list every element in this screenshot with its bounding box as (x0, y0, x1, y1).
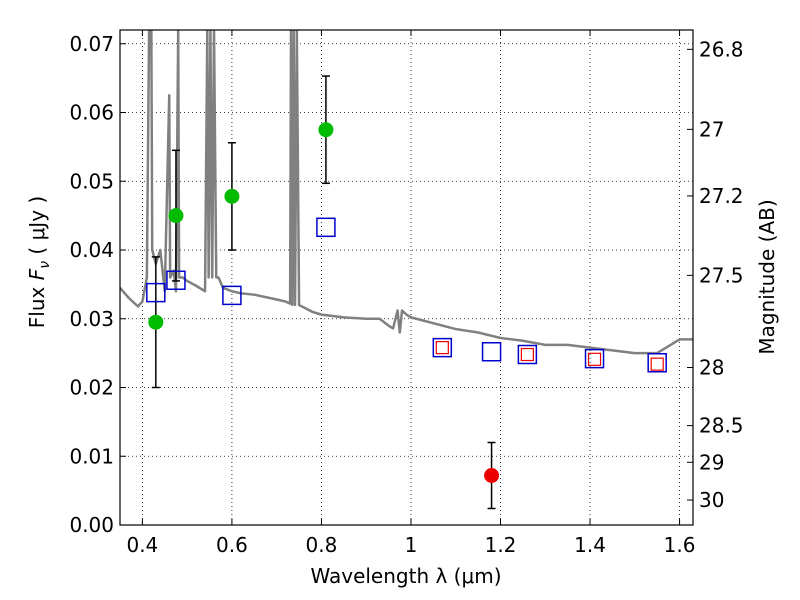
y-axis-title-subscript: ν (37, 261, 53, 269)
x-tick-label: 0.6 (216, 533, 248, 557)
series-2 (484, 441, 500, 510)
x-tick-label: 0.8 (306, 533, 338, 557)
y-axis-title: Flux Fν ( μJy ) (25, 196, 53, 328)
y-axis-title-units: ( μJy ) (25, 196, 49, 261)
model-square-red (435, 341, 449, 355)
axis-ticks: 0.4 0.6 0.8 1 1.2 1.4 1.6 0.00 0.01 0.02 0.03 0.04 0… (69, 30, 744, 557)
model-square (146, 282, 166, 303)
y-tick-label: 0.04 (69, 238, 114, 262)
data-point (148, 314, 164, 330)
plot-frame (119, 29, 694, 526)
x-tick-label: 1.2 (485, 533, 517, 557)
y2-tick-label: 27.2 (699, 184, 744, 208)
grid-lines (120, 30, 693, 525)
x-tick-label: 1 (405, 533, 418, 557)
x-tick-label: 0.4 (126, 533, 158, 557)
y-tick-label: 0.06 (69, 101, 114, 125)
model-square (647, 353, 667, 373)
model-square (166, 270, 186, 290)
series-0 (120, 30, 693, 355)
data-point (318, 122, 334, 138)
y2-axis-title: Magnitude (AB) (755, 199, 779, 354)
y-tick-label: 0.05 (69, 169, 114, 193)
model-square (481, 342, 502, 362)
data-series (120, 30, 693, 510)
model-square-red (520, 347, 534, 362)
series-3 (146, 217, 667, 373)
model-square-red (587, 352, 602, 366)
model-square (584, 348, 605, 369)
model-square-red (650, 357, 664, 371)
model-square (222, 285, 242, 306)
y-axis-title-symbol: F (25, 268, 49, 280)
y2-tick-label: 29 (699, 450, 724, 474)
model-square (432, 337, 453, 358)
data-point (224, 188, 240, 204)
series-4 (435, 341, 664, 371)
model-square (316, 217, 336, 238)
x-tick-label: 1.6 (664, 533, 696, 557)
y2-tick-label: 28.5 (699, 414, 744, 438)
y-tick-label: 0.07 (69, 32, 114, 56)
data-point (168, 208, 184, 224)
data-point (484, 468, 500, 483)
y-tick-label: 0.02 (69, 376, 114, 400)
model-sed-line (120, 30, 693, 355)
y-tick-label: 0.00 (69, 513, 114, 537)
y2-tick-label: 30 (699, 488, 724, 512)
y2-tick-label: 27 (699, 117, 724, 141)
y-tick-label: 0.03 (69, 307, 114, 331)
x-tick-label: 1.4 (574, 533, 606, 557)
y-tick-label: 0.01 (69, 444, 114, 468)
series-1 (148, 75, 334, 389)
y-axis-title-text: Flux (25, 280, 49, 328)
model-square (517, 344, 538, 365)
y2-tick-label: 27.5 (699, 263, 744, 287)
y2-tick-label: 28 (699, 355, 724, 379)
y2-tick-label: 26.8 (699, 37, 744, 61)
x-axis-title: Wavelength λ (μm) (310, 564, 501, 588)
